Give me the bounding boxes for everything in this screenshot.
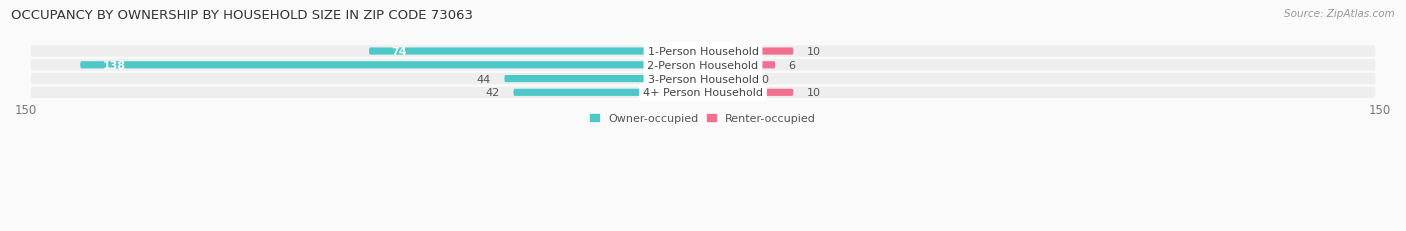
Text: 4+ Person Household: 4+ Person Household	[643, 88, 763, 98]
Text: 74: 74	[392, 47, 408, 57]
FancyBboxPatch shape	[513, 89, 703, 97]
FancyBboxPatch shape	[703, 48, 793, 55]
FancyBboxPatch shape	[31, 60, 1375, 71]
Text: 42: 42	[485, 88, 501, 98]
FancyBboxPatch shape	[505, 76, 703, 83]
FancyBboxPatch shape	[368, 48, 703, 55]
Text: 0: 0	[762, 74, 769, 84]
FancyBboxPatch shape	[703, 89, 793, 97]
Text: 3-Person Household: 3-Person Household	[648, 74, 758, 84]
FancyBboxPatch shape	[80, 62, 703, 69]
Text: OCCUPANCY BY OWNERSHIP BY HOUSEHOLD SIZE IN ZIP CODE 73063: OCCUPANCY BY OWNERSHIP BY HOUSEHOLD SIZE…	[11, 9, 474, 22]
Text: 138: 138	[103, 61, 127, 70]
FancyBboxPatch shape	[31, 74, 1375, 85]
Text: Source: ZipAtlas.com: Source: ZipAtlas.com	[1284, 9, 1395, 19]
FancyBboxPatch shape	[31, 87, 1375, 99]
Text: 10: 10	[807, 88, 821, 98]
Text: 44: 44	[477, 74, 491, 84]
Text: 10: 10	[807, 47, 821, 57]
Text: 2-Person Household: 2-Person Household	[647, 61, 759, 70]
FancyBboxPatch shape	[31, 46, 1375, 58]
FancyBboxPatch shape	[703, 76, 758, 83]
Text: 1-Person Household: 1-Person Household	[648, 47, 758, 57]
FancyBboxPatch shape	[703, 62, 775, 69]
Legend: Owner-occupied, Renter-occupied: Owner-occupied, Renter-occupied	[586, 109, 820, 128]
Text: 6: 6	[789, 61, 796, 70]
